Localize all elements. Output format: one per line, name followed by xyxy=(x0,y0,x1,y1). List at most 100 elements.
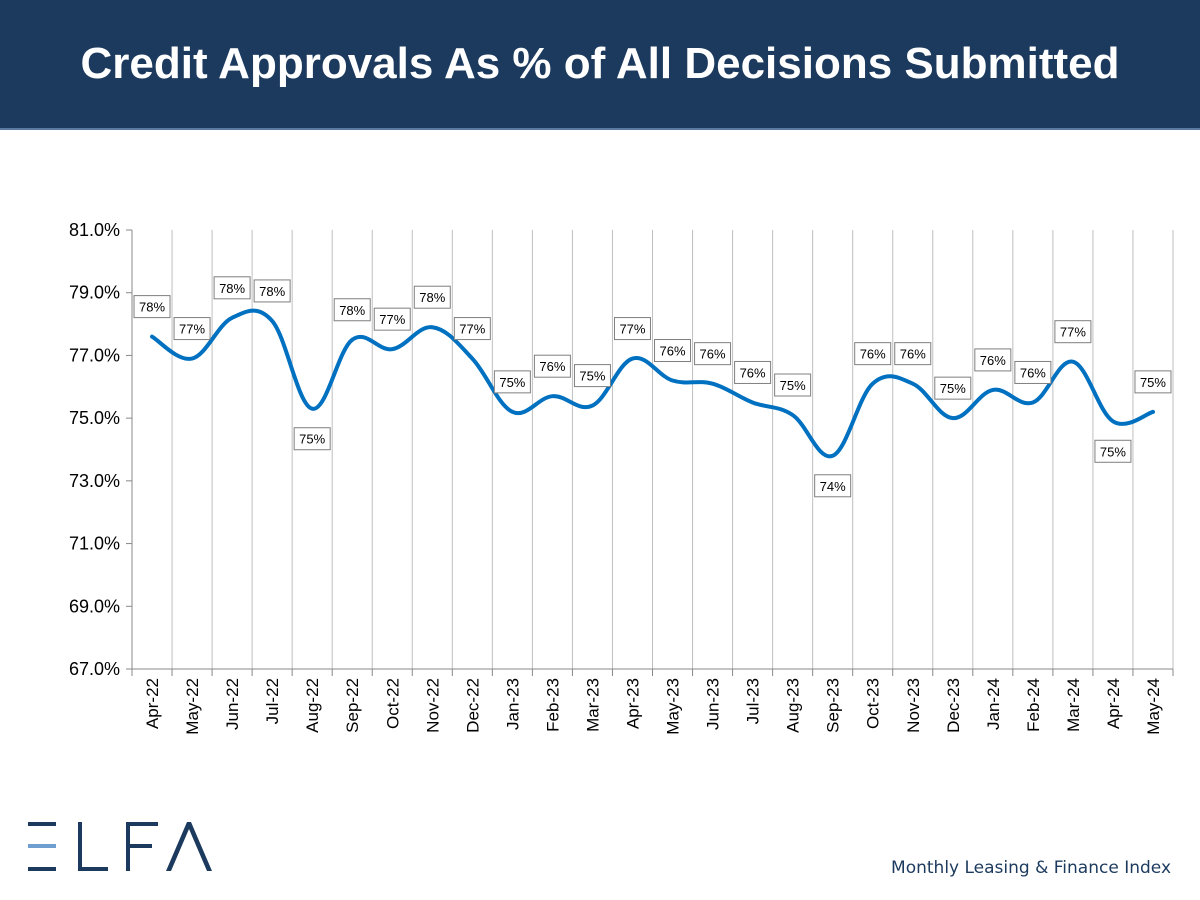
data-label-text: 75% xyxy=(1100,444,1126,459)
data-label: 78% xyxy=(213,276,251,300)
data-label: 76% xyxy=(734,360,772,384)
data-label-text: 76% xyxy=(860,347,886,362)
x-tick-label: Apr-24 xyxy=(1104,678,1123,729)
x-tick-label: Jul-22 xyxy=(263,678,282,724)
data-label-text: 76% xyxy=(660,344,686,359)
elfa-logo xyxy=(28,822,212,871)
line-chart: 81.0% 79.0% 77.0% 75.0% 73.0% 71.0% 69.0% 67.0%… xyxy=(69,220,1174,735)
data-labels: 78% 77% 78% 78% 75% 78% 77% 78% 77% 75% 76% 75% 77% 7… xyxy=(133,276,1172,498)
data-label-box xyxy=(573,364,611,388)
x-tick-label: Dec-22 xyxy=(463,678,482,733)
data-label-box xyxy=(894,342,932,366)
data-label-box xyxy=(493,370,531,394)
data-label-box xyxy=(333,298,371,322)
data-label-box xyxy=(694,342,732,366)
y-tick-label: 69.0% xyxy=(69,596,120,616)
data-label: 76% xyxy=(894,342,932,366)
x-tick-label: Jan-24 xyxy=(984,678,1003,730)
data-label-text: 77% xyxy=(179,322,205,337)
data-label: 77% xyxy=(373,307,411,331)
x-tick-label: Nov-23 xyxy=(904,678,923,733)
data-label-box xyxy=(533,354,571,378)
data-label: 75% xyxy=(934,376,972,400)
y-tick-label: 79.0% xyxy=(69,283,120,303)
x-tick-label: Jan-23 xyxy=(503,678,522,730)
data-label: 76% xyxy=(854,342,892,366)
data-label-box xyxy=(253,279,291,303)
data-label-box xyxy=(774,373,812,397)
data-label: 77% xyxy=(1054,320,1092,344)
y-tick-label: 77.0% xyxy=(69,345,120,365)
data-label: 78% xyxy=(133,295,171,319)
data-label: 76% xyxy=(974,348,1012,372)
x-tick-label: Mar-24 xyxy=(1064,678,1083,732)
x-tick-label: Jun-23 xyxy=(704,678,723,730)
data-label-text: 76% xyxy=(539,359,565,374)
data-label: 78% xyxy=(413,285,451,309)
data-label-text: 77% xyxy=(459,322,485,337)
x-tick-label: Feb-23 xyxy=(543,678,562,732)
data-label-box xyxy=(133,295,171,319)
data-label-text: 75% xyxy=(1140,375,1166,390)
y-tick-label: 75.0% xyxy=(69,408,120,428)
x-tick-label: Oct-23 xyxy=(864,678,883,729)
y-axis-ticks: 81.0% 79.0% 77.0% 75.0% 73.0% 71.0% 69.0% 67.0% xyxy=(69,220,132,679)
data-label-text: 75% xyxy=(940,381,966,396)
chart-grid xyxy=(171,230,1174,669)
data-label: 78% xyxy=(253,279,291,303)
data-label-box xyxy=(854,342,892,366)
data-label-text: 76% xyxy=(700,347,726,362)
data-label: 77% xyxy=(453,317,491,341)
data-label-box xyxy=(213,276,251,300)
data-label-box xyxy=(373,307,411,331)
data-label-text: 76% xyxy=(1020,365,1046,380)
data-label-text: 78% xyxy=(139,300,165,315)
x-tick-label: Mar-23 xyxy=(583,678,602,732)
data-label-text: 77% xyxy=(1060,325,1086,340)
data-label-box xyxy=(1134,370,1172,394)
data-label: 75% xyxy=(293,427,331,451)
data-label: 76% xyxy=(533,354,571,378)
data-label-text: 78% xyxy=(339,303,365,318)
data-label-text: 75% xyxy=(579,369,605,384)
data-label-text: 78% xyxy=(219,281,245,296)
data-label-text: 75% xyxy=(299,432,325,447)
x-tick-label: Sep-23 xyxy=(824,678,843,733)
data-label: 78% xyxy=(333,298,371,322)
data-label-box xyxy=(814,474,852,498)
data-label-box xyxy=(173,317,211,341)
data-label-box xyxy=(613,317,651,341)
data-label-box xyxy=(1054,320,1092,344)
y-tick-label: 71.0% xyxy=(69,534,120,554)
data-label: 76% xyxy=(1014,360,1052,384)
data-label: 77% xyxy=(173,317,211,341)
data-label-box xyxy=(1094,439,1132,463)
data-label-box xyxy=(453,317,491,341)
x-tick-label: Dec-23 xyxy=(944,678,963,733)
data-label-text: 76% xyxy=(740,365,766,380)
data-label-text: 75% xyxy=(780,378,806,393)
page-title: Credit Approvals As % of All Decisions S… xyxy=(80,39,1120,88)
data-label-text: 75% xyxy=(499,375,525,390)
x-tick-label: Aug-23 xyxy=(784,678,803,733)
y-tick-label: 81.0% xyxy=(69,220,120,240)
title-bar: Credit Approvals As % of All Decisions S… xyxy=(0,0,1200,130)
data-label-text: 76% xyxy=(980,353,1006,368)
data-label: 75% xyxy=(1134,370,1172,394)
data-label: 76% xyxy=(694,342,732,366)
x-tick-label: Sep-22 xyxy=(343,678,362,733)
series-line xyxy=(150,308,1155,459)
data-label-box xyxy=(1014,360,1052,384)
data-label: 76% xyxy=(654,339,692,363)
data-label: 75% xyxy=(573,364,611,388)
data-label: 75% xyxy=(493,370,531,394)
data-label-text: 77% xyxy=(379,312,405,327)
data-label-box xyxy=(934,376,972,400)
data-label-text: 78% xyxy=(419,290,445,305)
x-tick-label: May-24 xyxy=(1144,678,1163,735)
data-label: 75% xyxy=(1094,439,1132,463)
data-label-box xyxy=(293,427,331,451)
data-label-box xyxy=(974,348,1012,372)
x-tick-label: Nov-22 xyxy=(423,678,442,733)
data-label: 75% xyxy=(774,373,812,397)
